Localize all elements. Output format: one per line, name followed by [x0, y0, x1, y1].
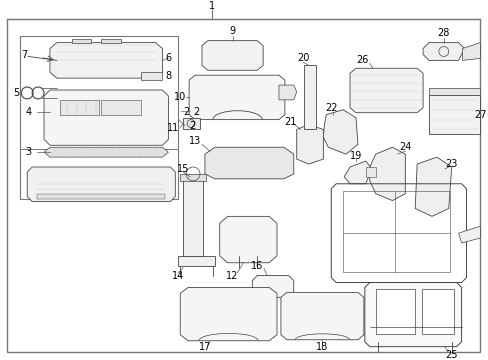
Text: 2: 2 [183, 107, 189, 117]
Text: 16: 16 [251, 261, 263, 271]
Polygon shape [422, 42, 464, 60]
Bar [183, 177, 203, 256]
Polygon shape [278, 85, 296, 100]
Text: 3: 3 [25, 147, 31, 157]
Text: 6: 6 [165, 53, 171, 63]
Text: 13: 13 [188, 136, 201, 146]
Bar [375, 289, 414, 334]
Polygon shape [365, 167, 375, 177]
Polygon shape [50, 42, 162, 78]
Bar [101, 100, 141, 115]
Polygon shape [458, 226, 479, 243]
Polygon shape [141, 72, 162, 80]
Bar [60, 100, 99, 115]
Polygon shape [323, 110, 357, 154]
Text: 20: 20 [297, 53, 309, 63]
Text: 18: 18 [316, 342, 328, 352]
Text: 2: 2 [188, 121, 195, 131]
Polygon shape [180, 174, 205, 181]
Polygon shape [369, 147, 405, 201]
Text: 1: 1 [208, 1, 214, 11]
Text: 28: 28 [437, 28, 449, 38]
Bar [20, 36, 178, 199]
Text: 25: 25 [445, 350, 457, 360]
Text: 4: 4 [25, 107, 31, 117]
Polygon shape [183, 118, 200, 130]
Text: 11: 11 [167, 122, 179, 132]
Polygon shape [44, 147, 168, 157]
Text: 17: 17 [198, 342, 211, 352]
Polygon shape [414, 157, 451, 216]
Polygon shape [27, 167, 175, 202]
Text: 21: 21 [284, 117, 296, 127]
Polygon shape [364, 283, 461, 347]
Polygon shape [428, 88, 479, 95]
Polygon shape [101, 39, 121, 42]
Bar [421, 289, 453, 334]
Text: 24: 24 [398, 142, 411, 152]
Polygon shape [303, 65, 316, 130]
Polygon shape [44, 90, 168, 145]
Text: 26: 26 [356, 55, 368, 66]
Polygon shape [344, 161, 371, 184]
Polygon shape [189, 75, 285, 120]
Text: 12: 12 [226, 271, 238, 280]
Text: 27: 27 [473, 110, 486, 120]
Polygon shape [219, 216, 276, 263]
Bar [20, 149, 178, 199]
Polygon shape [349, 68, 422, 113]
Polygon shape [252, 276, 293, 297]
Text: 5: 5 [13, 88, 20, 98]
Text: 9: 9 [229, 26, 235, 36]
Polygon shape [204, 147, 293, 179]
Polygon shape [72, 39, 91, 42]
Polygon shape [202, 41, 263, 70]
Text: 22: 22 [325, 103, 337, 113]
Text: 14: 14 [172, 271, 184, 280]
Text: 10: 10 [174, 92, 186, 102]
Text: 2: 2 [192, 107, 199, 117]
Polygon shape [37, 194, 165, 199]
Text: 7: 7 [21, 50, 27, 60]
Text: 23: 23 [445, 159, 457, 169]
Text: 15: 15 [177, 164, 189, 174]
Polygon shape [296, 125, 323, 164]
Polygon shape [462, 42, 479, 60]
Bar [343, 191, 449, 272]
Polygon shape [428, 95, 479, 134]
Polygon shape [178, 256, 214, 266]
Text: 19: 19 [349, 151, 361, 161]
Polygon shape [180, 287, 276, 341]
Polygon shape [281, 292, 363, 340]
Text: 8: 8 [165, 71, 171, 81]
